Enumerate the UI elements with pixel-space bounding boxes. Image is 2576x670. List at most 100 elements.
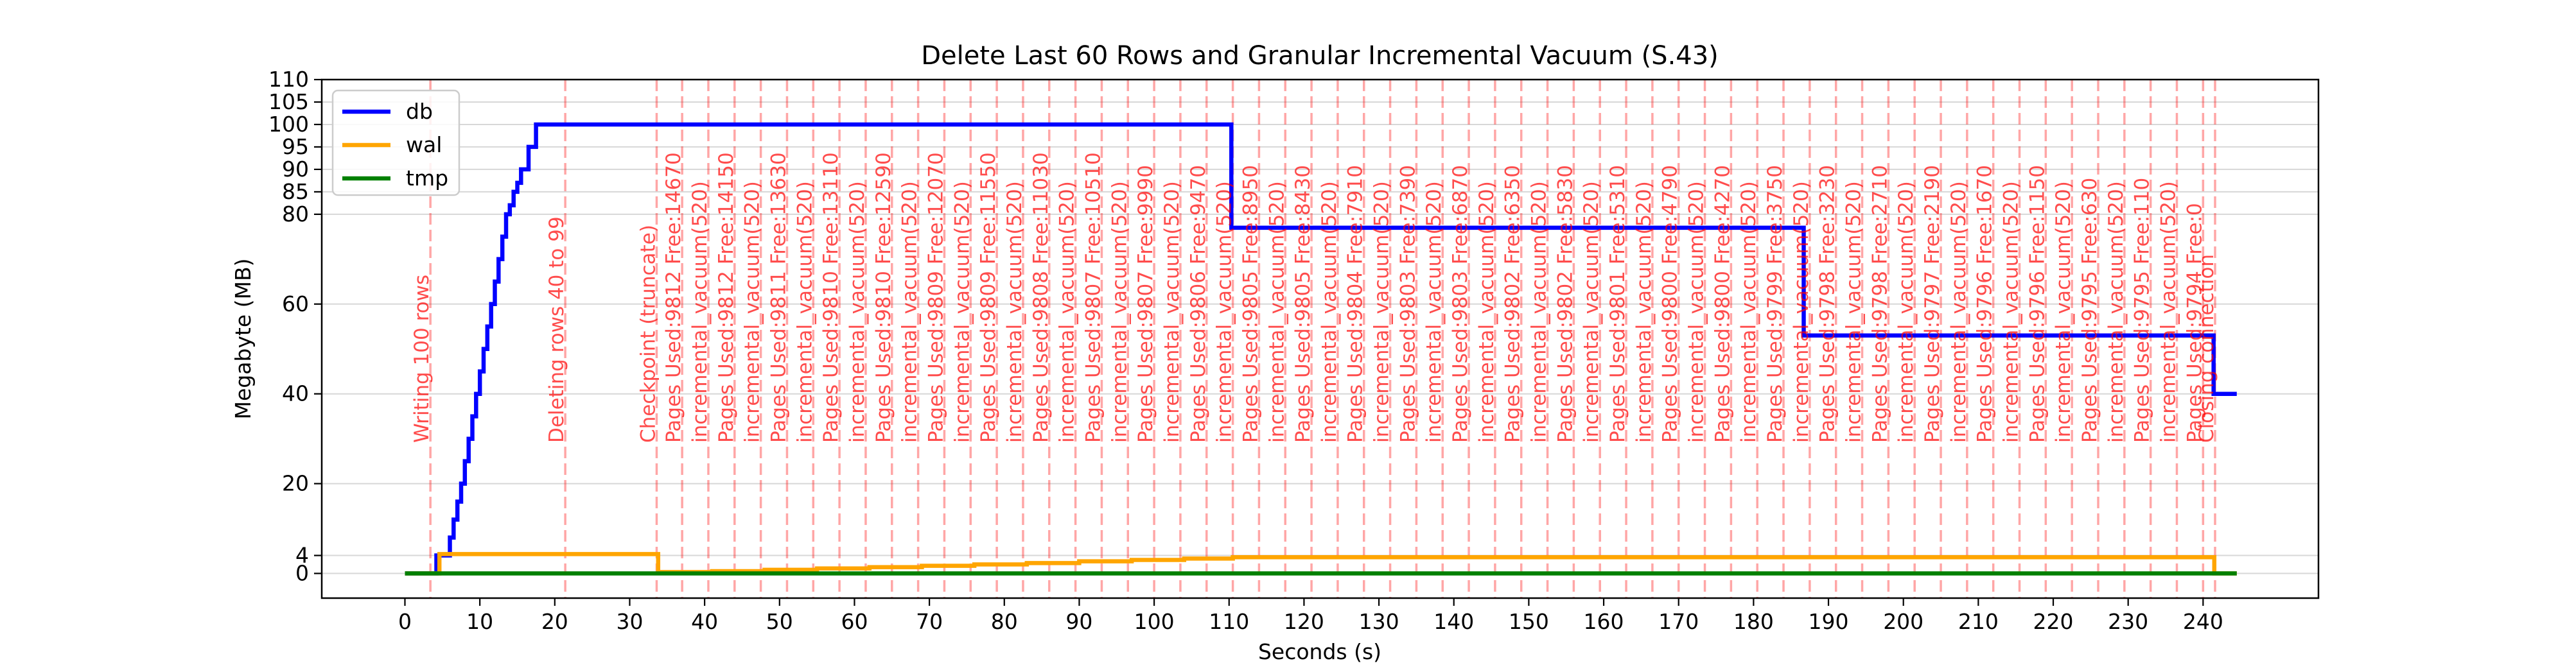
event-marker-label: incremental_vacuum(520) [1108, 181, 1131, 443]
y-tick-label: 85 [282, 179, 309, 204]
x-tick-label: 220 [2033, 609, 2074, 634]
event-marker-label: incremental_vacuum(520) [2157, 181, 2180, 443]
event-marker-label: Pages Used:9796 Free:1670 [1974, 165, 1997, 443]
y-axis-label: Megabyte (MB) [231, 258, 256, 419]
event-marker-label: incremental_vacuum(520) [1528, 181, 1551, 443]
event-marker-label: Pages Used:9806 Free:9470 [1187, 165, 1210, 443]
legend-box [331, 89, 460, 196]
x-tick-label: 190 [1809, 609, 1849, 634]
event-marker-label: Pages Used:9807 Free:10510 [1082, 152, 1105, 443]
event-marker-label: Pages Used:9795 Free:110 [2131, 178, 2154, 443]
series-line-wal [405, 552, 2237, 576]
x-tick-label: 80 [991, 609, 1018, 634]
event-marker-label: incremental_vacuum(520) [1475, 181, 1498, 443]
chart-title: Delete Last 60 Rows and Granular Increme… [921, 41, 1719, 71]
legend-label-wal: wal [406, 132, 442, 157]
event-marker-label: Pages Used:9804 Free:7910 [1344, 165, 1367, 443]
event-marker-label: incremental_vacuum(520) [741, 181, 764, 443]
event-marker-label: Pages Used:9810 Free:12590 [872, 152, 895, 443]
legend-label-tmp: tmp [406, 166, 448, 191]
event-marker-label: Pages Used:9796 Free:1150 [2026, 165, 2049, 443]
y-tick-label: 40 [282, 381, 309, 406]
event-marker-label: Deleting rows 40 to 99 [545, 216, 568, 443]
y-tick-label: 20 [282, 471, 309, 496]
x-tick-label: 200 [1883, 609, 1923, 634]
event-marker-label: incremental_vacuum(520) [898, 181, 922, 443]
x-tick-label: 70 [916, 609, 943, 634]
event-marker-label: Pages Used:9803 Free:7390 [1396, 165, 1419, 443]
event-marker-label: Pages Used:9797 Free:2190 [1921, 165, 1944, 443]
x-tick-label: 150 [1509, 609, 1549, 634]
x-tick-label: 10 [466, 609, 493, 634]
event-marker-label: Pages Used:9808 Free:11030 [1030, 152, 1053, 443]
event-marker-label: Closing connection [2195, 254, 2218, 443]
event-marker-label: Pages Used:9799 Free:3750 [1764, 165, 1787, 443]
event-marker-label: Pages Used:9803 Free:6870 [1449, 165, 1472, 443]
legend-label-db: db [406, 99, 433, 124]
event-marker-label: incremental_vacuum(520) [793, 181, 816, 443]
event-marker-label: incremental_vacuum(520) [1737, 181, 1760, 443]
event-marker-label: Pages Used:9809 Free:11550 [977, 152, 1000, 443]
y-tick-label: 90 [282, 157, 309, 182]
x-tick-label: 20 [541, 609, 568, 634]
event-marker-label: incremental_vacuum(520) [1213, 181, 1236, 443]
event-marker-label: incremental_vacuum(520) [1895, 181, 1918, 443]
y-tick-label: 105 [268, 89, 309, 114]
x-tick-label: 120 [1284, 609, 1324, 634]
series-line-db [405, 122, 2237, 576]
event-marker-label: Pages Used:9795 Free:630 [2078, 178, 2101, 443]
x-tick-label: 100 [1134, 609, 1175, 634]
event-marker-label: incremental_vacuum(520) [2105, 181, 2128, 443]
event-marker-label: incremental_vacuum(520) [1371, 181, 1394, 443]
event-marker-label: incremental_vacuum(520) [1790, 181, 1813, 443]
event-marker-label: incremental_vacuum(520) [1843, 181, 1866, 443]
event-marker-label: Pages Used:9805 Free:8950 [1239, 165, 1262, 443]
y-tick-label: 80 [282, 202, 309, 227]
x-tick-label: 240 [2183, 609, 2223, 634]
y-tick-label: 95 [282, 134, 309, 159]
event-marker-label: Pages Used:9812 Free:14150 [715, 152, 738, 443]
event-marker-label: Pages Used:9798 Free:2710 [1868, 165, 1891, 443]
x-tick-label: 170 [1658, 609, 1699, 634]
x-tick-label: 60 [841, 609, 868, 634]
y-tick-label: 100 [268, 112, 309, 137]
event-marker-label: Checkpoint (truncate) [636, 225, 660, 443]
event-marker-label: Pages Used:9794 Free:0 [2183, 203, 2206, 443]
x-tick-label: 110 [1209, 609, 1249, 634]
event-marker-label: incremental_vacuum(520) [1056, 181, 1079, 443]
event-marker-label: incremental_vacuum(520) [1685, 181, 1708, 443]
event-marker-label: Pages Used:9800 Free:4270 [1711, 165, 1734, 443]
event-marker-label: Pages Used:9812 Free:14670 [662, 152, 685, 443]
x-tick-label: 30 [616, 609, 643, 634]
y-tick-label: 4 [295, 543, 309, 568]
x-tick-label: 130 [1359, 609, 1399, 634]
event-marker-label: Pages Used:9807 Free:9990 [1134, 165, 1157, 443]
x-tick-label: 90 [1065, 609, 1092, 634]
event-marker-label: Pages Used:9805 Free:8430 [1292, 165, 1315, 443]
event-marker-label: Pages Used:9809 Free:12070 [924, 152, 947, 443]
x-tick-label: 160 [1584, 609, 1624, 634]
x-axis-ticks: 0 10 20 30 40 50 60 70 80 90 100 110 120 130 140 150 160… [398, 598, 2223, 634]
event-marker-label: Pages Used:9811 Free:13630 [767, 152, 790, 443]
y-tick-label: 110 [268, 67, 309, 92]
annotation-lines [429, 80, 2216, 598]
event-marker-label: incremental_vacuum(520) [1580, 181, 1603, 443]
annotation-labels: Writing 100 rows Deleting rows 40 to 99 Ch… [410, 152, 2218, 443]
event-marker-label: Pages Used:9800 Free:4790 [1659, 165, 1682, 443]
x-axis-label: Seconds (s) [1258, 639, 1381, 664]
event-marker-label: incremental_vacuum(520) [2000, 181, 2023, 443]
x-tick-label: 210 [1958, 609, 1999, 634]
event-marker-label: Pages Used:9802 Free:5830 [1554, 165, 1577, 443]
x-tick-label: 40 [691, 609, 718, 634]
event-marker-label: incremental_vacuum(520) [1265, 181, 1288, 443]
x-tick-label: 50 [766, 609, 793, 634]
series-lines [405, 122, 2237, 576]
event-marker-label: incremental_vacuum(520) [1003, 181, 1026, 443]
event-marker-label: incremental_vacuum(520) [2052, 181, 2075, 443]
x-tick-label: 230 [2108, 609, 2148, 634]
y-tick-label: 0 [295, 561, 309, 586]
event-marker-label: incremental_vacuum(520) [1423, 181, 1446, 443]
